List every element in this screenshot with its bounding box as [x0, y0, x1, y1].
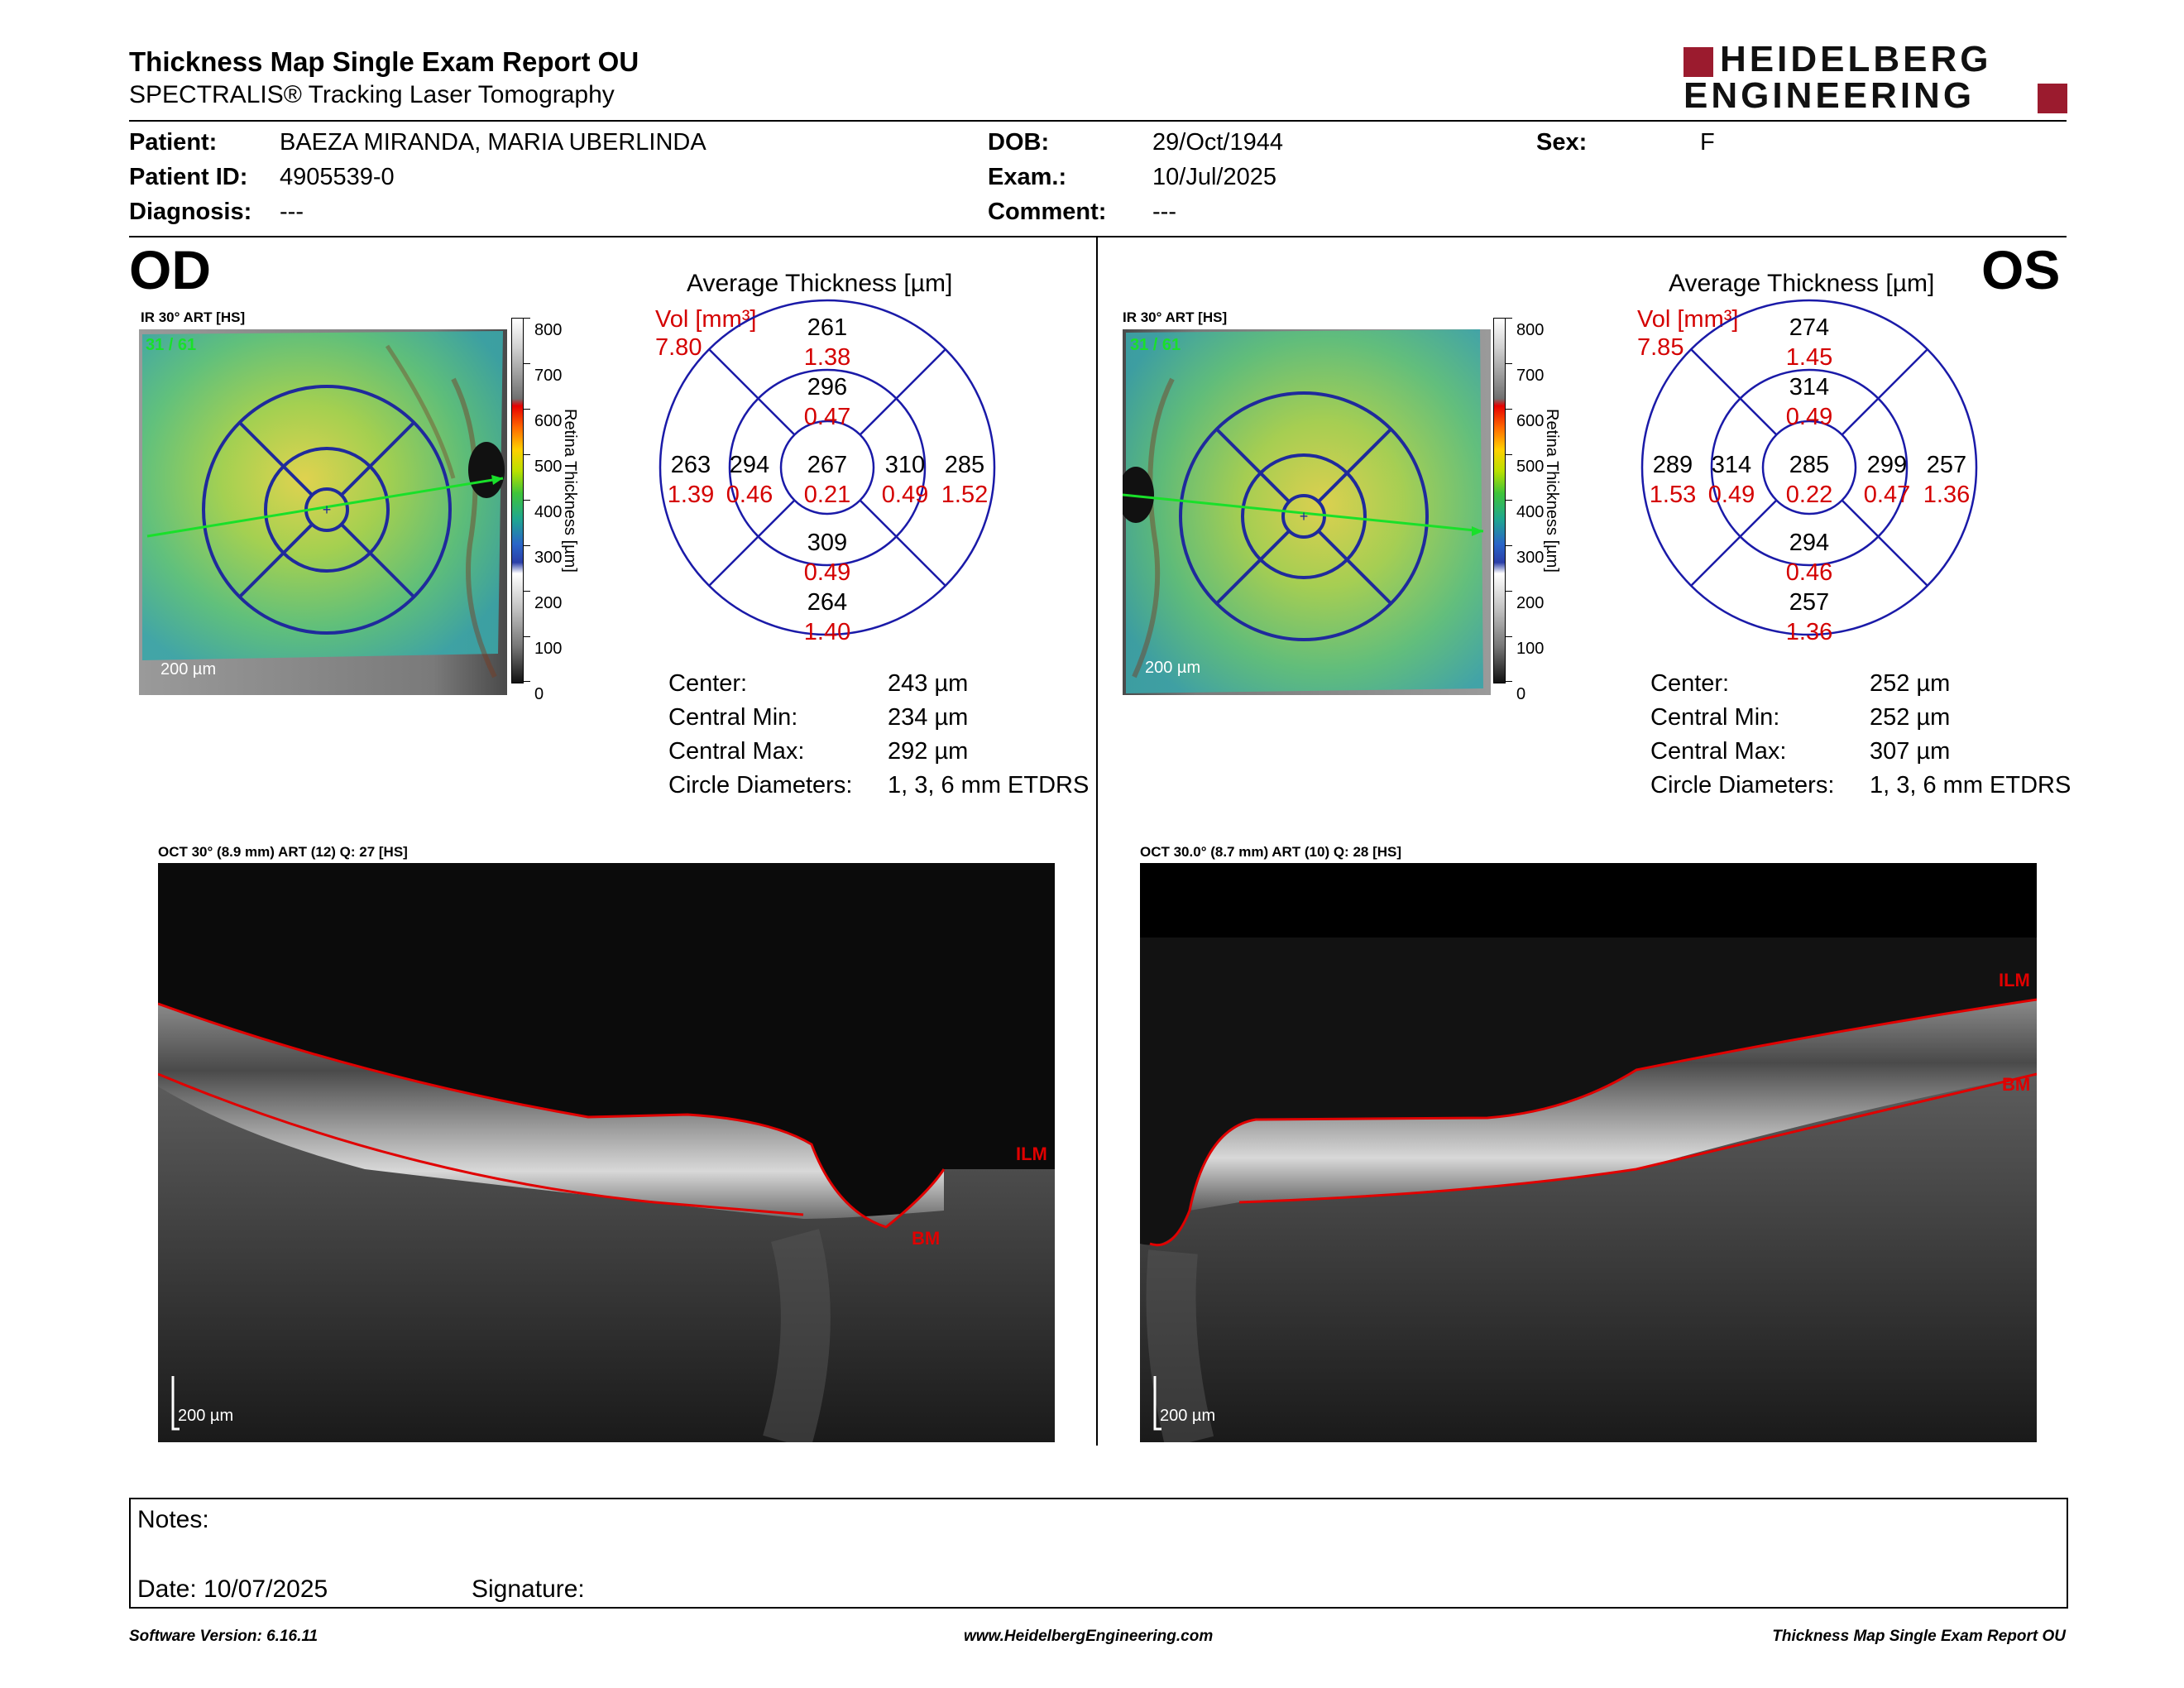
od-oct-scan	[158, 863, 1055, 1442]
os-thickness-map: +	[1123, 329, 1491, 695]
os-ir-frames: 31 / 61	[1130, 336, 1181, 354]
os-colorbar-title: Retina Thickness [µm]	[1543, 409, 1561, 573]
os-avg-title: Average Thickness [µm]	[1669, 270, 1935, 297]
heidelberg-logo: HEIDELBERG ENGINEERING	[1684, 40, 2068, 116]
os-oct-label: OCT 30.0° (8.7 mm) ART (10) Q: 28 [HS]	[1140, 844, 1402, 860]
od-vol-total: 7.80	[655, 334, 702, 361]
dob-label: DOB:	[988, 129, 1050, 156]
od-max-label: Central Max:	[668, 738, 805, 765]
patient-id-label: Patient ID:	[129, 164, 248, 190]
notes-label: Notes:	[137, 1506, 209, 1533]
os-center-label: Center:	[1650, 670, 1730, 697]
exam-label: Exam.:	[988, 164, 1067, 190]
od-bm-label: BM	[912, 1228, 941, 1249]
os-center-value: 252 µm	[1870, 670, 1951, 697]
od-ir-label: IR 30° ART [HS]	[141, 309, 246, 325]
svg-text:+: +	[1300, 508, 1309, 525]
svg-text:+: +	[323, 501, 332, 518]
notes-date: Date: 10/07/2025	[137, 1575, 328, 1603]
os-etdrs-grid	[1640, 299, 1978, 636]
os-vol-label: Vol [mm³]	[1637, 306, 1739, 333]
patient-id: 4905539-0	[280, 164, 395, 190]
os-max-label: Central Max:	[1650, 738, 1787, 765]
od-min-label: Central Min:	[668, 704, 798, 731]
od-colorbar	[511, 318, 524, 683]
signature-label: Signature:	[472, 1575, 585, 1603]
os-oct-scan	[1140, 863, 2037, 1442]
info-rule	[129, 236, 2067, 237]
sex-label: Sex:	[1536, 129, 1588, 156]
sex: F	[1700, 129, 1715, 156]
od-oct-scale: 200 µm	[178, 1407, 234, 1425]
os-colorbar-ticks	[1506, 318, 1512, 682]
od-ir-frames: 31 / 61	[146, 336, 197, 354]
od-colorbar-labels: 800 700 600 500 400 300 200 100 0	[534, 321, 563, 703]
os-max-value: 307 µm	[1870, 738, 1951, 765]
os-min-value: 252 µm	[1870, 704, 1951, 731]
os-diam-value: 1, 3, 6 mm ETDRS	[1870, 772, 2071, 798]
report-subtitle: SPECTRALIS® Tracking Laser Tomography	[129, 81, 615, 108]
os-colorbar-labels: 800 700 600 500 400 300 200 100 0	[1516, 321, 1545, 703]
diagnosis-label: Diagnosis:	[129, 199, 252, 225]
os-label: OS	[1981, 239, 2061, 300]
comment: ---	[1152, 199, 1176, 225]
od-etdrs-grid	[659, 299, 996, 636]
od-center-value: 243 µm	[888, 670, 969, 697]
os-min-label: Central Min:	[1650, 704, 1780, 731]
footer-website[interactable]: www.HeidelbergEngineering.com	[964, 1628, 1214, 1645]
od-vol-label: Vol [mm³]	[655, 306, 757, 333]
od-colorbar-title: Retina Thickness [µm]	[561, 409, 579, 573]
os-colorbar	[1493, 318, 1506, 683]
od-ir-scale: 200 µm	[160, 660, 217, 679]
patient-name: BAEZA MIRANDA, MARIA UBERLINDA	[280, 129, 706, 156]
od-ilm-label: ILM	[1016, 1144, 1047, 1164]
od-colorbar-ticks	[524, 318, 530, 682]
footer-version: Software Version: 6.16.11	[129, 1628, 318, 1645]
os-ir-label: IR 30° ART [HS]	[1123, 309, 1228, 325]
od-avg-title: Average Thickness [µm]	[687, 270, 953, 297]
exam-date: 10/Jul/2025	[1152, 164, 1276, 190]
od-diam-value: 1, 3, 6 mm ETDRS	[888, 772, 1090, 798]
os-oct-scale: 200 µm	[1160, 1407, 1216, 1425]
os-ir-scale: 200 µm	[1145, 659, 1201, 677]
od-diam-label: Circle Diameters:	[668, 772, 853, 798]
comment-label: Comment:	[988, 199, 1107, 225]
od-min-value: 234 µm	[888, 704, 969, 731]
od-oct-label: OCT 30° (8.9 mm) ART (12) Q: 27 [HS]	[158, 844, 408, 860]
report-title: Thickness Map Single Exam Report OU	[129, 46, 639, 77]
patient-label: Patient:	[129, 129, 218, 156]
os-diam-label: Circle Diameters:	[1650, 772, 1835, 798]
center-divider	[1096, 237, 1098, 1446]
od-max-value: 292 µm	[888, 738, 969, 765]
od-center-label: Center:	[668, 670, 748, 697]
os-ilm-label: ILM	[1999, 970, 2030, 990]
os-vol-total: 7.85	[1637, 334, 1684, 361]
od-thickness-map: +	[139, 329, 507, 695]
dob: 29/Oct/1944	[1152, 129, 1283, 156]
os-bm-label: BM	[2002, 1074, 2031, 1095]
diagnosis: ---	[280, 199, 304, 225]
notes-box[interactable]: Notes: Date: 10/07/2025 Signature:	[129, 1498, 2068, 1609]
header-rule	[129, 120, 2067, 122]
od-label: OD	[129, 239, 211, 300]
footer-report-name: Thickness Map Single Exam Report OU	[1772, 1628, 2066, 1645]
